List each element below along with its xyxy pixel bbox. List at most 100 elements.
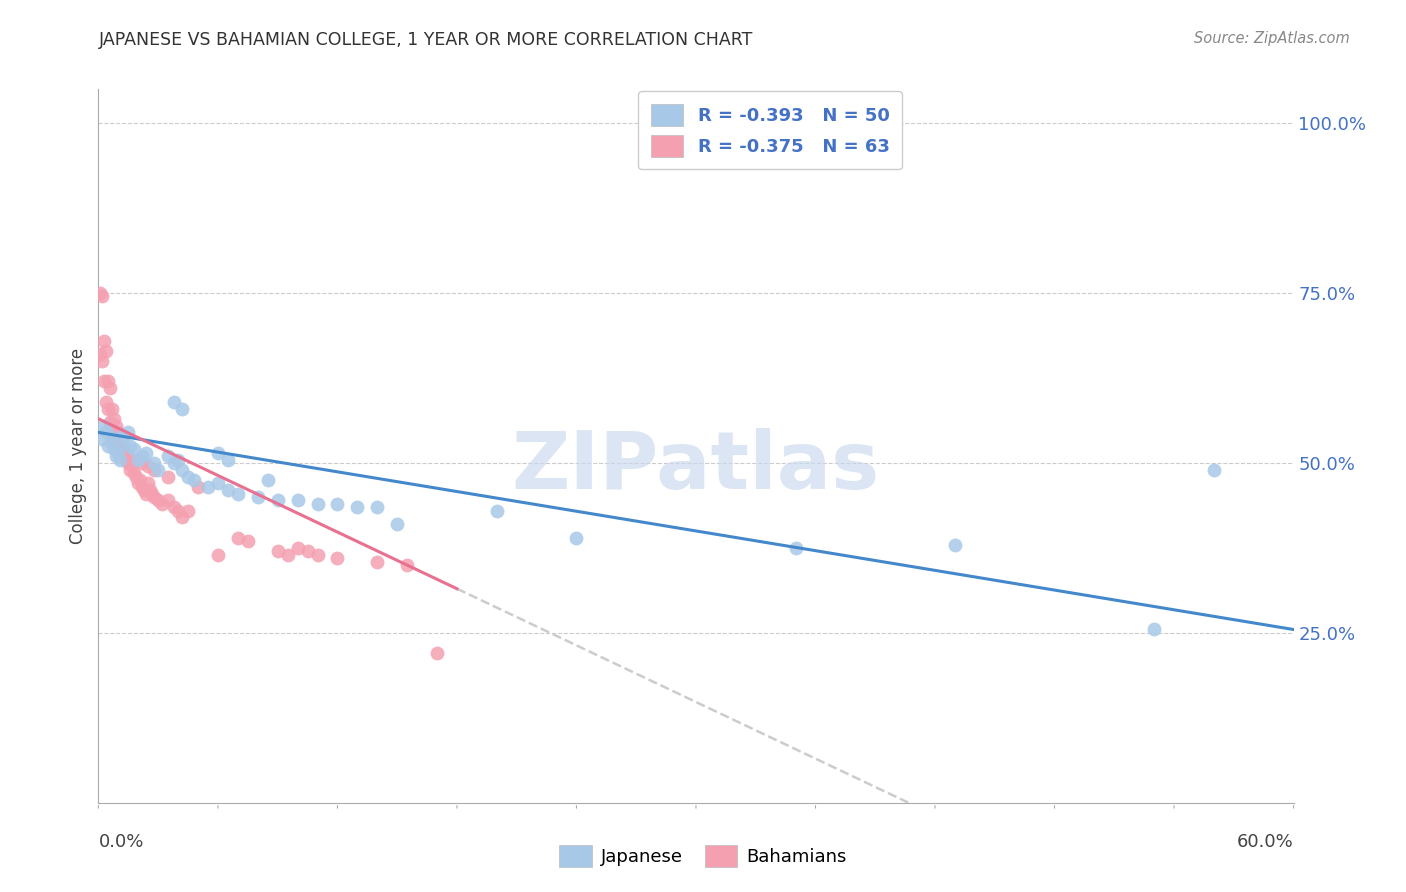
Point [297,544,319,558]
Point [1202,463,1225,477]
Point [125,469,148,483]
Point [139,483,162,498]
Point [136,476,159,491]
Point [98,381,122,395]
Point [103,442,125,457]
Point [785,541,807,555]
Point [143,490,166,504]
Legend: R = -0.393   N = 50, R = -0.375   N = 63: R = -0.393 N = 50, R = -0.375 N = 63 [638,91,903,169]
Point [163,394,186,409]
Point [366,555,388,569]
Point [135,446,157,460]
Point [426,646,449,660]
Point [148,463,170,477]
Point [246,490,269,504]
Point [277,548,299,562]
Point [96,425,118,440]
Point [267,493,290,508]
Point [346,500,368,515]
Point [111,429,134,443]
Point [107,435,129,450]
Point [111,442,134,457]
Point [124,466,146,480]
Point [287,493,309,508]
Point [287,541,309,555]
Point [207,476,229,491]
Point [326,551,349,566]
Point [207,548,229,562]
Point [98,415,122,429]
Point [141,486,163,500]
Point [157,493,180,508]
Point [96,394,118,409]
Point [103,432,125,446]
Point [129,473,152,487]
Point [217,483,239,498]
Point [307,548,329,562]
Point [107,446,129,460]
Point [120,439,142,453]
Point [485,503,508,517]
Point [111,442,134,457]
Point [120,463,142,477]
Point [217,452,239,467]
Point [93,334,115,348]
Point [326,497,349,511]
Point [143,456,166,470]
Point [131,480,153,494]
Point [236,534,259,549]
Point [117,425,139,440]
Point [143,463,166,477]
Point [107,425,129,440]
Point [96,343,118,358]
Point [127,452,149,467]
Point [1143,623,1166,637]
Point [396,558,419,572]
Point [167,452,190,467]
Point [135,486,157,500]
Point [91,289,114,303]
Point [131,449,153,463]
Point [97,439,120,453]
Point [565,531,588,545]
Text: Source: ZipAtlas.com: Source: ZipAtlas.com [1194,31,1350,46]
Point [366,500,388,515]
Point [110,435,132,450]
Point [91,354,114,368]
Point [226,531,249,545]
Text: 0.0%: 0.0% [98,833,143,851]
Text: JAPANESE VS BAHAMIAN COLLEGE, 1 YEAR OR MORE CORRELATION CHART: JAPANESE VS BAHAMIAN COLLEGE, 1 YEAR OR … [98,31,752,49]
Point [117,449,139,463]
Point [172,463,194,477]
Point [93,418,115,433]
Point [163,456,186,470]
Point [157,469,180,483]
Point [172,510,194,524]
Point [226,486,249,500]
Point [163,500,186,515]
Point [103,412,125,426]
Point [117,456,139,470]
Point [127,476,149,491]
Point [187,480,209,494]
Point [307,497,329,511]
Point [134,483,156,498]
Point [98,429,122,443]
Point [256,473,278,487]
Legend: Japanese, Bahamians: Japanese, Bahamians [553,838,853,874]
Point [267,544,290,558]
Point [167,503,190,517]
Point [121,459,143,474]
Point [89,347,111,361]
Point [110,452,132,467]
Point [112,435,135,450]
Point [124,442,146,457]
Point [112,446,135,460]
Point [177,503,200,517]
Point [97,375,120,389]
Point [93,375,115,389]
Point [207,446,229,460]
Point [150,497,173,511]
Point [131,456,153,470]
Point [105,418,128,433]
